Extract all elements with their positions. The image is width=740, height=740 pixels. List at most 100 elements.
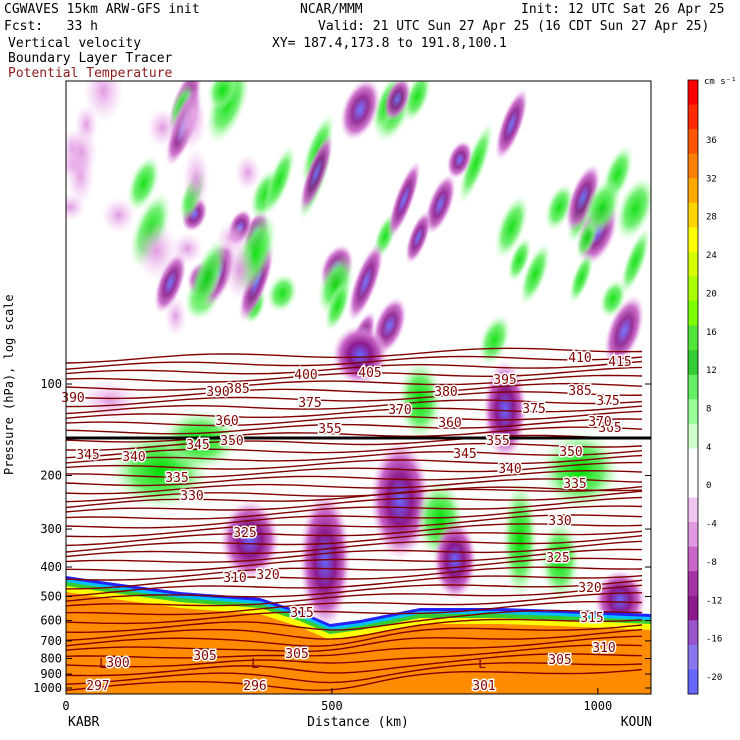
theta-label: 355 [318,422,341,437]
y-tick-label: 1000 [33,681,62,695]
velocity-cell [187,237,227,319]
colorbar-tick-label: -20 [706,673,722,683]
theta-label: 340 [498,462,521,477]
theta-line [66,399,643,415]
velocity-cell [519,242,551,306]
theta-label: 340 [122,450,145,465]
velocity-cell [220,500,280,580]
colorbar-swatch [688,301,698,327]
colorbar-swatch [688,350,698,376]
colorbar-tick-label: 20 [706,289,717,299]
theta-label: 375 [522,402,545,417]
velocity-cell [207,81,238,110]
theta-line [66,505,643,529]
theta-line [66,535,643,558]
colorbar-swatch [688,153,698,179]
theta-label: 320 [256,568,279,583]
theta-line [66,454,643,470]
theta-label: 335 [563,477,586,492]
velocity-cell [387,160,421,239]
x-endpoint-right: KOUN [621,715,652,730]
x-tick-label: 500 [321,699,343,713]
theta-line [66,540,643,564]
theta-line [66,557,643,581]
header-line2-left: Fcst: 33 h [4,19,98,34]
velocity-cell [583,178,621,236]
colorbar: cm s⁻¹ 36 32 28 24 20 16 12 8 4 0 -4 -8 -12 -16 -20 [687,77,737,695]
y-tick-label: 300 [40,522,62,536]
velocity-cell [599,279,627,319]
plot-frame [65,80,652,695]
theta-label: 370 [588,415,611,430]
velocity-cell [266,273,298,313]
colorbar-swatch [688,448,698,474]
velocity-cell [565,163,601,233]
theta-line [66,486,643,503]
theta-label: 330 [548,514,571,529]
velocity-cell-weak [101,197,136,234]
header-line4-left: Boundary Layer Tracer [8,51,173,66]
velocity-cell [383,81,411,121]
colorbar-swatch [688,202,698,228]
colorbar-swatch [688,374,698,400]
y-tick-label: 700 [40,634,62,648]
colorbar-swatch [688,423,698,449]
colorbar-unit: cm s⁻¹ [704,77,737,87]
theta-line [66,653,643,677]
colorbar-frame [687,79,699,695]
theta-line [66,434,643,451]
colorbar-tick-label: 28 [706,213,717,223]
theta-label: 390 [61,391,84,406]
theta-line [66,548,643,572]
theta-label: 365 [598,421,621,436]
theta-label: 310 [592,641,615,656]
colorbar-swatch [688,325,698,351]
velocity-cell-weak [171,232,204,265]
velocity-cell [478,314,511,366]
theta-line [66,644,643,668]
colorbar-swatch [688,522,698,548]
low-marker: L [478,657,486,672]
theta-line [66,566,643,590]
theta-label: 385 [226,382,249,397]
theta-line [66,418,643,435]
header-line2-right: Valid: 21 UTC Sun 27 Apr 25 (16 CDT Sun … [318,19,710,34]
x-tick-label: 0 [62,699,69,713]
velocity-cell-weak [182,147,210,211]
theta-label: 315 [580,611,603,626]
velocity-cell [458,121,494,205]
theta-line [66,514,643,538]
theta-label: 395 [493,373,516,388]
theta-line [66,360,643,375]
y-tick-label: 600 [40,614,62,628]
velocity-cell [405,210,432,265]
theta-label: 345 [76,448,99,463]
theta-line [66,382,643,400]
header-line1-left: CGWAVES 15km ARW-GFS init [4,2,200,17]
theta-label: 305 [285,647,308,662]
colorbar-tick-label: 32 [706,174,717,184]
theta-line [66,579,643,602]
theta-line [66,478,643,495]
colorbar-tick-label: -16 [706,635,722,645]
x-tick-label: 1000 [583,699,612,713]
theta-line [66,530,643,553]
colorbar-tick-label: -4 [706,520,717,530]
theta-line [66,450,643,464]
theta-line [66,410,643,427]
theta-line [66,662,643,685]
y-tick-label: 200 [40,469,62,483]
theta-label: 415 [608,355,631,370]
theta-line [66,355,643,370]
theta-label: 310 [223,571,246,586]
theta-label: 400 [294,368,317,383]
velocity-cell [540,520,580,600]
velocity-cell [263,144,296,215]
colorbar-tick-label: 8 [706,405,711,415]
theta-line [66,486,643,509]
theta-line [66,618,643,641]
velocity-cell [398,360,442,440]
velocity-cell-weak [170,97,208,152]
